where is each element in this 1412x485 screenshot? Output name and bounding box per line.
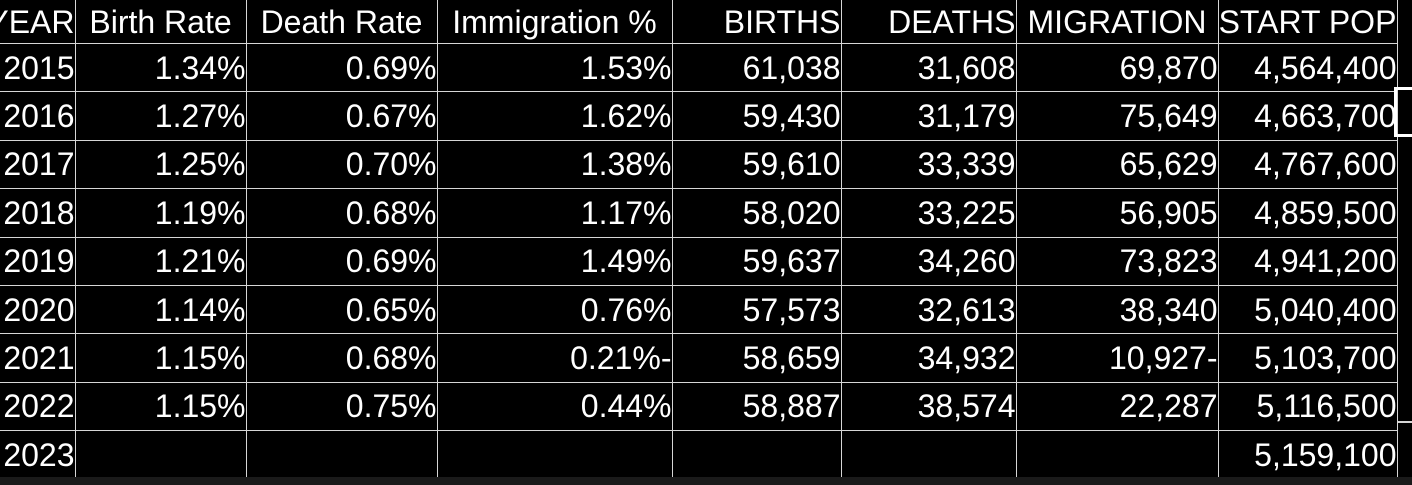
cell-start-pop[interactable]: 4,941,200 bbox=[1218, 237, 1398, 286]
cell-births[interactable]: 57,573 bbox=[672, 285, 842, 335]
table-row: 2018 1.19% 0.68% 1.17% 58,020 33,225 56,… bbox=[0, 188, 1398, 238]
cell-deaths[interactable]: 33,225 bbox=[841, 188, 1017, 238]
cell-migration[interactable]: 22,287 bbox=[1016, 382, 1219, 432]
table-row: 2021 1.15% 0.68% -0.21% 58,659 34,932 -1… bbox=[0, 333, 1398, 383]
cell-birth-rate[interactable] bbox=[75, 430, 247, 479]
cell-birth-rate[interactable]: 1.25% bbox=[75, 140, 247, 190]
cell-start-pop[interactable]: 4,767,600 bbox=[1218, 140, 1398, 190]
cell-migration[interactable]: 56,905 bbox=[1016, 188, 1219, 238]
table-row: 2022 1.15% 0.75% 0.44% 58,887 38,574 22,… bbox=[0, 382, 1398, 432]
cell-start-pop[interactable]: 5,103,700 bbox=[1218, 333, 1398, 383]
header-death-rate[interactable]: Death Rate bbox=[246, 0, 438, 44]
header-birth-rate[interactable]: Birth Rate bbox=[75, 0, 247, 44]
cell-births[interactable]: 58,020 bbox=[672, 188, 842, 238]
cell-immigration-pct[interactable]: -0.21% bbox=[437, 333, 673, 383]
cell-immigration-pct[interactable]: 1.17% bbox=[437, 188, 673, 238]
cell-death-rate[interactable]: 0.70% bbox=[246, 140, 438, 190]
cell-deaths[interactable]: 38,574 bbox=[841, 382, 1017, 432]
cell-start-pop[interactable]: 5,159,100 bbox=[1218, 430, 1398, 479]
cell-births[interactable]: 58,887 bbox=[672, 382, 842, 432]
cell-year[interactable]: 2020 bbox=[0, 285, 76, 335]
table-row: 2020 1.14% 0.65% 0.76% 57,573 32,613 38,… bbox=[0, 285, 1398, 335]
cell-migration[interactable]: -10,927 bbox=[1016, 333, 1219, 383]
table-row: 2015 1.34% 0.69% 1.53% 61,038 31,608 69,… bbox=[0, 43, 1398, 93]
cell-migration[interactable] bbox=[1016, 430, 1219, 479]
header-row: YEAR Birth Rate Death Rate Immigration %… bbox=[0, 0, 1398, 44]
cell-year[interactable]: 2015 bbox=[0, 43, 76, 93]
cell-immigration-pct[interactable]: 1.62% bbox=[437, 91, 673, 141]
cell-migration[interactable]: 38,340 bbox=[1016, 285, 1219, 335]
table-row: 2023 5,159,100 bbox=[0, 430, 1398, 479]
header-year[interactable]: YEAR bbox=[0, 0, 76, 44]
cell-migration[interactable]: 65,629 bbox=[1016, 140, 1219, 190]
cell-year[interactable]: 2017 bbox=[0, 140, 76, 190]
cell-immigration-pct[interactable]: 0.44% bbox=[437, 382, 673, 432]
cell-selection-border-bottom-tick bbox=[1394, 134, 1412, 137]
cell-start-pop[interactable]: 4,859,500 bbox=[1218, 188, 1398, 238]
cell-deaths[interactable]: 32,613 bbox=[841, 285, 1017, 335]
cell-births[interactable]: 59,610 bbox=[672, 140, 842, 190]
cell-births[interactable]: 59,637 bbox=[672, 237, 842, 286]
cell-births[interactable]: 59,430 bbox=[672, 91, 842, 141]
cell-birth-rate[interactable]: 1.15% bbox=[75, 333, 247, 383]
gridline-extension bbox=[1397, 421, 1412, 423]
cell-death-rate[interactable]: 0.68% bbox=[246, 188, 438, 238]
header-migration[interactable]: MIGRATION bbox=[1016, 0, 1219, 44]
cell-birth-rate[interactable]: 1.27% bbox=[75, 91, 247, 141]
header-deaths[interactable]: DEATHS bbox=[841, 0, 1017, 44]
cell-immigration-pct[interactable]: 1.49% bbox=[437, 237, 673, 286]
cell-death-rate[interactable] bbox=[246, 430, 438, 479]
cell-death-rate[interactable]: 0.69% bbox=[246, 43, 438, 93]
cell-migration[interactable]: 73,823 bbox=[1016, 237, 1219, 286]
population-spreadsheet: YEAR Birth Rate Death Rate Immigration %… bbox=[0, 0, 1398, 479]
cell-immigration-pct[interactable] bbox=[437, 430, 673, 479]
cell-deaths[interactable]: 34,260 bbox=[841, 237, 1017, 286]
header-immigration-pct[interactable]: Immigration % bbox=[437, 0, 673, 44]
cell-deaths[interactable] bbox=[841, 430, 1017, 479]
header-start-pop[interactable]: START POP bbox=[1218, 0, 1398, 44]
cell-death-rate[interactable]: 0.65% bbox=[246, 285, 438, 335]
bottom-edge-band bbox=[0, 477, 1412, 485]
cell-birth-rate[interactable]: 1.15% bbox=[75, 382, 247, 432]
cell-death-rate[interactable]: 0.67% bbox=[246, 91, 438, 141]
cell-births[interactable]: 58,659 bbox=[672, 333, 842, 383]
cell-deaths[interactable]: 31,608 bbox=[841, 43, 1017, 93]
cell-births[interactable] bbox=[672, 430, 842, 479]
cell-migration[interactable]: 75,649 bbox=[1016, 91, 1219, 141]
header-births[interactable]: BIRTHS bbox=[672, 0, 842, 44]
cell-deaths[interactable]: 33,339 bbox=[841, 140, 1017, 190]
cell-year[interactable]: 2023 bbox=[0, 430, 76, 479]
cell-selection-border bbox=[1394, 87, 1397, 137]
cell-deaths[interactable]: 34,932 bbox=[841, 333, 1017, 383]
cell-death-rate[interactable]: 0.75% bbox=[246, 382, 438, 432]
cell-year[interactable]: 2018 bbox=[0, 188, 76, 238]
cell-immigration-pct[interactable]: 1.38% bbox=[437, 140, 673, 190]
cell-births[interactable]: 61,038 bbox=[672, 43, 842, 93]
cell-start-pop[interactable]: 5,116,500 bbox=[1218, 382, 1398, 432]
cell-birth-rate[interactable]: 1.21% bbox=[75, 237, 247, 286]
cell-birth-rate[interactable]: 1.19% bbox=[75, 188, 247, 238]
table-row: 2016 1.27% 0.67% 1.62% 59,430 31,179 75,… bbox=[0, 91, 1398, 141]
table-row: 2019 1.21% 0.69% 1.49% 59,637 34,260 73,… bbox=[0, 237, 1398, 286]
cell-deaths[interactable]: 31,179 bbox=[841, 91, 1017, 141]
cell-start-pop[interactable]: 4,663,700 bbox=[1218, 91, 1398, 141]
cell-year[interactable]: 2019 bbox=[0, 237, 76, 286]
cell-birth-rate[interactable]: 1.34% bbox=[75, 43, 247, 93]
cell-death-rate[interactable]: 0.68% bbox=[246, 333, 438, 383]
cell-immigration-pct[interactable]: 1.53% bbox=[437, 43, 673, 93]
cell-year[interactable]: 2021 bbox=[0, 333, 76, 383]
cell-death-rate[interactable]: 0.69% bbox=[246, 237, 438, 286]
cell-selection-border-top-tick bbox=[1394, 87, 1412, 90]
cell-start-pop[interactable]: 5,040,400 bbox=[1218, 285, 1398, 335]
cell-migration[interactable]: 69,870 bbox=[1016, 43, 1219, 93]
cell-birth-rate[interactable]: 1.14% bbox=[75, 285, 247, 335]
cell-immigration-pct[interactable]: 0.76% bbox=[437, 285, 673, 335]
cell-year[interactable]: 2016 bbox=[0, 91, 76, 141]
table-row: 2017 1.25% 0.70% 1.38% 59,610 33,339 65,… bbox=[0, 140, 1398, 190]
cell-start-pop[interactable]: 4,564,400 bbox=[1218, 43, 1398, 93]
cell-year[interactable]: 2022 bbox=[0, 382, 76, 432]
